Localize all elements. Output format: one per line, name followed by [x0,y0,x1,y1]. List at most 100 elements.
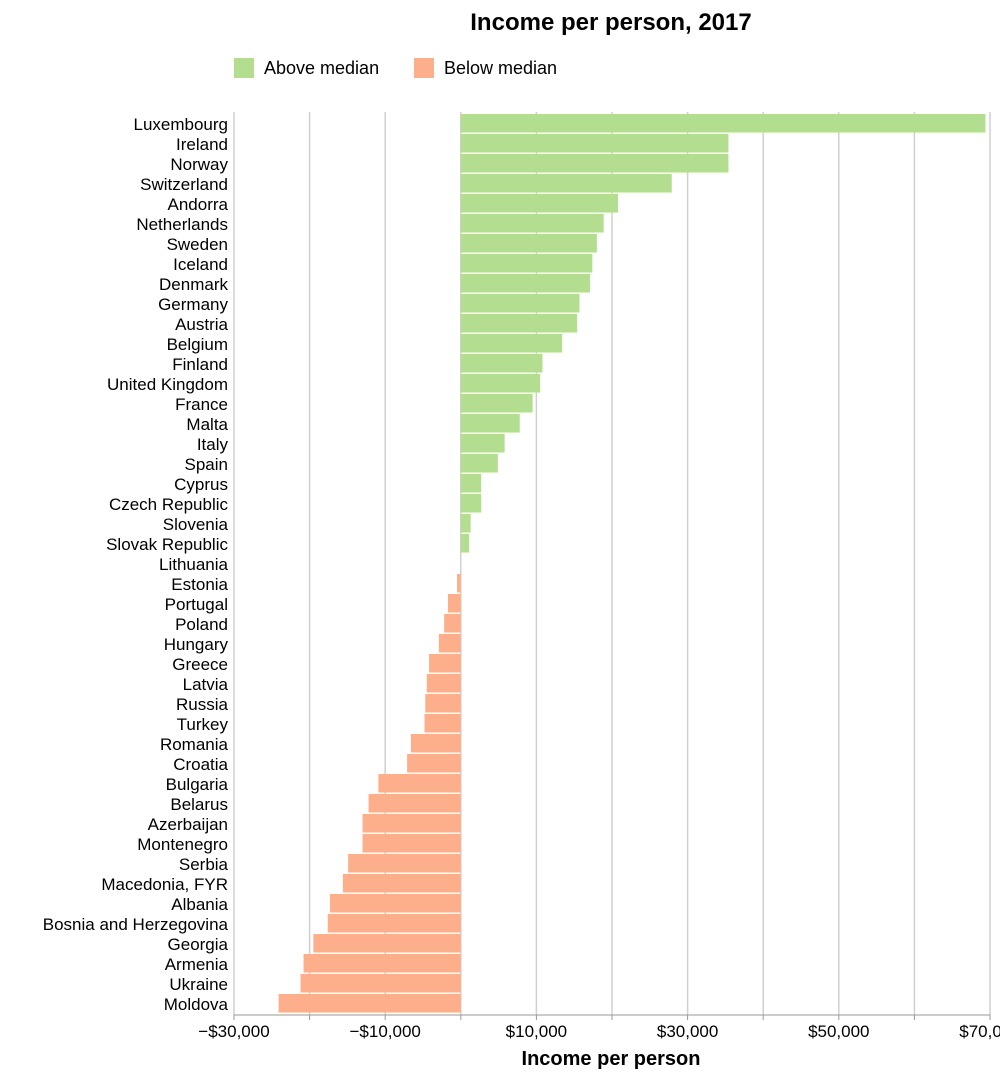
category-label-poland: Poland [175,615,228,634]
bar-andorra [460,194,619,213]
category-label-netherlands: Netherlands [136,215,228,234]
category-label-lithuania: Lithuania [159,555,229,574]
bar-albania [330,894,461,913]
category-label-czech-republic: Czech Republic [109,495,229,514]
category-label-germany: Germany [158,295,228,314]
category-label-russia: Russia [176,695,229,714]
category-label-romania: Romania [160,735,229,754]
category-label-malta: Malta [186,415,228,434]
bar-slovak-republic [460,534,470,553]
category-label-georgia: Georgia [168,935,229,954]
category-label-spain: Spain [185,455,228,474]
bar-greece [429,654,461,673]
bar-moldova [278,994,461,1013]
bar-belgium [460,334,563,353]
bar-bosnia-and-herzegovina [327,914,461,933]
x-tick-label: −$30,000 [198,1022,269,1041]
category-label-greece: Greece [172,655,228,674]
category-label-ireland: Ireland [176,135,228,154]
legend-label-below-median: Below median [444,58,557,78]
bar-netherlands [460,214,604,233]
bar-norway [460,154,729,173]
bar-macedonia-fyr [342,874,461,893]
bar-serbia [348,854,461,873]
bar-austria [460,314,578,333]
category-label-slovak-republic: Slovak Republic [106,535,228,554]
category-label-finland: Finland [172,355,228,374]
x-tick-label: $10,000 [506,1022,567,1041]
category-label-denmark: Denmark [159,275,228,294]
bar-latvia [426,674,461,693]
category-label-austria: Austria [175,315,228,334]
category-label-azerbaijan: Azerbaijan [148,815,228,834]
category-label-slovenia: Slovenia [163,515,229,534]
category-label-albania: Albania [171,895,228,914]
category-label-estonia: Estonia [171,575,228,594]
bar-ireland [460,134,729,153]
bar-malta [460,414,520,433]
bar-portugal [447,594,461,613]
bar-luxembourg [460,114,986,133]
category-labels: LuxembourgIrelandNorwaySwitzerlandAndorr… [43,115,229,1014]
bar-sweden [460,234,597,253]
category-label-ukraine: Ukraine [169,975,228,994]
bar-poland [444,614,461,633]
bar-estonia [457,574,461,593]
x-tick-labels: −$30,000 −$10,000 $10,000 $30,000 $50,000 $70… [198,1015,1000,1041]
bar-belarus [368,794,461,813]
category-label-croatia: Croatia [173,755,228,774]
bar-cyprus [460,474,482,493]
x-tick-label: $30,000 [657,1022,718,1041]
category-label-armenia: Armenia [165,955,229,974]
bar-turkey [424,714,461,733]
gridlines [233,112,991,1015]
category-label-macedonia-fyr: Macedonia, FYR [101,875,228,894]
bar-united-kingdom [460,374,541,393]
category-label-switzerland: Switzerland [140,175,228,194]
category-label-united-kingdom: United Kingdom [107,375,228,394]
category-label-luxembourg: Luxembourg [133,115,228,134]
category-label-montenegro: Montenegro [137,835,228,854]
legend-swatch-above-median [234,58,254,78]
bar-georgia [313,934,461,953]
bar-slovenia [460,514,471,533]
bar-romania [410,734,461,753]
chart-title: Income per person, 2017 [470,9,751,36]
bar-italy [460,434,505,453]
bar-croatia [407,754,461,773]
category-label-andorra: Andorra [168,195,229,214]
bar-france [460,394,533,413]
category-label-bosnia-and-herzegovina: Bosnia and Herzegovina [43,915,229,934]
legend: Above median Below median [234,58,557,78]
x-tick-label: $50,000 [808,1022,869,1041]
category-label-turkey: Turkey [177,715,229,734]
bar-ukraine [300,974,461,993]
category-label-serbia: Serbia [179,855,229,874]
x-tick-label: −$10,000 [350,1022,421,1041]
legend-label-above-median: Above median [264,58,379,78]
bar-armenia [303,954,461,973]
category-label-norway: Norway [170,155,228,174]
bar-czech-republic [460,494,482,513]
legend-swatch-below-median [414,58,434,78]
category-label-belgium: Belgium [167,335,228,354]
bar-hungary [438,634,461,653]
category-label-moldova: Moldova [164,995,229,1014]
category-label-portugal: Portugal [165,595,228,614]
category-label-latvia: Latvia [183,675,229,694]
category-label-cyprus: Cyprus [174,475,228,494]
bar-finland [460,354,543,373]
category-label-iceland: Iceland [173,255,228,274]
bar-montenegro [362,834,461,853]
bar-denmark [460,274,591,293]
bar-iceland [460,254,593,273]
category-label-italy: Italy [197,435,229,454]
bar-spain [460,454,498,473]
bar-switzerland [460,174,672,193]
bars [278,114,986,1013]
x-axis-title: Income per person [522,1048,701,1070]
category-label-sweden: Sweden [167,235,228,254]
category-label-belarus: Belarus [170,795,228,814]
x-tick-label: $70,000 [959,1022,1000,1041]
